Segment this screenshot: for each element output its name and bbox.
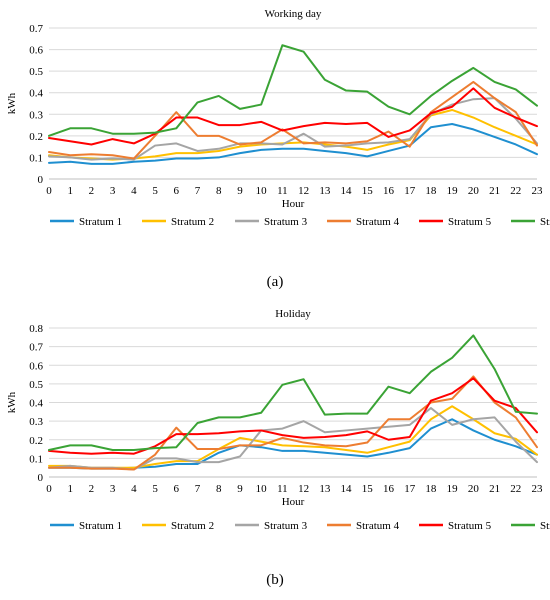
x-tick-0-8: 8 xyxy=(216,185,222,197)
x-tick-1-7: 7 xyxy=(195,483,201,495)
legend-label-0-4: Stratum 4 xyxy=(356,216,400,228)
legend-label-1-5: Stratum 5 xyxy=(448,520,492,532)
x-tick-1-13: 13 xyxy=(319,483,331,495)
legend-label-0-1: Stratum 1 xyxy=(79,216,122,228)
x-tick-0-2: 2 xyxy=(89,185,95,197)
y-tick-0-3: 0.3 xyxy=(29,109,43,121)
y-tick-1-5: 0.5 xyxy=(29,379,43,391)
chart-title-1: Holiday xyxy=(275,308,311,320)
x-tick-0-20: 20 xyxy=(468,185,480,197)
x-axis-label-0: Hour xyxy=(282,198,305,210)
x-tick-0-16: 16 xyxy=(383,185,395,197)
x-tick-1-14: 14 xyxy=(341,483,353,495)
y-tick-0-0: 0 xyxy=(38,174,44,186)
x-tick-0-10: 10 xyxy=(256,185,268,197)
x-axis-label-1: Hour xyxy=(282,496,305,508)
series-line-0-6 xyxy=(48,44,538,137)
y-tick-0-5: 0.5 xyxy=(29,66,43,78)
legend-label-0-3: Stratum 3 xyxy=(264,216,308,228)
x-tick-0-6: 6 xyxy=(174,185,180,197)
x-tick-1-0: 0 xyxy=(46,483,52,495)
x-tick-0-13: 13 xyxy=(319,185,331,197)
x-tick-0-15: 15 xyxy=(362,185,374,197)
x-tick-1-9: 9 xyxy=(237,483,243,495)
legend-label-0-5: Stratum 5 xyxy=(448,216,492,228)
caption-a: (a) xyxy=(266,274,284,290)
x-tick-0-7: 7 xyxy=(195,185,201,197)
x-tick-1-15: 15 xyxy=(362,483,374,495)
x-tick-1-17: 17 xyxy=(404,483,416,495)
x-tick-1-6: 6 xyxy=(174,483,180,495)
series-line-1-5 xyxy=(48,377,538,455)
legend-label-1-6: Stratum 6 xyxy=(540,520,550,532)
x-tick-1-8: 8 xyxy=(216,483,222,495)
x-tick-1-21: 21 xyxy=(489,483,500,495)
y-tick-0-1: 0.1 xyxy=(29,152,43,164)
x-tick-1-11: 11 xyxy=(277,483,288,495)
x-tick-1-22: 22 xyxy=(510,483,521,495)
y-axis-label-0: kWh xyxy=(6,92,18,114)
y-tick-1-3: 0.3 xyxy=(29,416,43,428)
series-line-1-2 xyxy=(48,405,538,469)
series-line-0-5 xyxy=(48,87,538,146)
x-tick-1-4: 4 xyxy=(131,483,137,495)
legend-label-0-2: Stratum 2 xyxy=(171,216,214,228)
x-tick-1-20: 20 xyxy=(468,483,480,495)
x-tick-0-17: 17 xyxy=(404,185,416,197)
y-tick-1-1: 0.1 xyxy=(29,453,43,465)
x-tick-0-11: 11 xyxy=(277,185,288,197)
legend-label-0-6: Stratum 6 xyxy=(540,216,550,228)
legend-label-1-4: Stratum 4 xyxy=(356,520,400,532)
x-tick-1-1: 1 xyxy=(67,483,73,495)
x-tick-1-5: 5 xyxy=(152,483,158,495)
x-tick-1-16: 16 xyxy=(383,483,395,495)
x-tick-0-4: 4 xyxy=(131,185,137,197)
x-tick-0-9: 9 xyxy=(237,185,243,197)
x-tick-0-23: 23 xyxy=(532,185,544,197)
series-line-1-3 xyxy=(48,407,538,471)
y-tick-0-2: 0.2 xyxy=(29,131,43,143)
y-tick-1-4: 0.4 xyxy=(29,398,43,410)
x-tick-0-3: 3 xyxy=(110,185,116,197)
legend-label-1-2: Stratum 2 xyxy=(171,520,214,532)
x-tick-1-12: 12 xyxy=(298,483,309,495)
series-line-1-4 xyxy=(48,375,538,471)
series-line-0-1 xyxy=(48,122,538,165)
x-tick-1-3: 3 xyxy=(110,483,116,495)
series-line-1-6 xyxy=(48,334,538,451)
legend-label-1-3: Stratum 3 xyxy=(264,520,308,532)
x-tick-0-1: 1 xyxy=(67,185,73,197)
y-axis-label-1: kWh xyxy=(6,391,18,413)
x-tick-1-18: 18 xyxy=(425,483,437,495)
y-tick-1-0: 0 xyxy=(38,472,44,484)
x-tick-0-5: 5 xyxy=(152,185,158,197)
x-tick-1-10: 10 xyxy=(256,483,268,495)
chart-title-0: Working day xyxy=(265,8,322,20)
y-tick-0-4: 0.4 xyxy=(29,88,43,100)
series-line-0-4 xyxy=(48,80,538,160)
x-tick-0-21: 21 xyxy=(489,185,500,197)
caption-b: (b) xyxy=(266,572,284,588)
x-tick-0-0: 0 xyxy=(46,185,52,197)
x-tick-1-23: 23 xyxy=(532,483,544,495)
y-tick-1-7: 0.7 xyxy=(29,342,43,354)
y-tick-1-8: 0.8 xyxy=(29,323,43,335)
x-tick-0-22: 22 xyxy=(510,185,521,197)
y-tick-1-6: 0.6 xyxy=(29,360,43,372)
x-tick-1-2: 2 xyxy=(89,483,95,495)
x-tick-0-12: 12 xyxy=(298,185,309,197)
y-tick-1-2: 0.2 xyxy=(29,435,43,447)
x-tick-0-19: 19 xyxy=(447,185,459,197)
y-tick-0-7: 0.7 xyxy=(29,23,43,35)
x-tick-1-19: 19 xyxy=(447,483,459,495)
y-tick-0-6: 0.6 xyxy=(29,45,43,57)
series-line-1-1 xyxy=(48,418,538,470)
series-line-0-2 xyxy=(48,108,538,161)
x-tick-0-14: 14 xyxy=(341,185,353,197)
x-tick-0-18: 18 xyxy=(425,185,437,197)
legend-label-1-1: Stratum 1 xyxy=(79,520,122,532)
